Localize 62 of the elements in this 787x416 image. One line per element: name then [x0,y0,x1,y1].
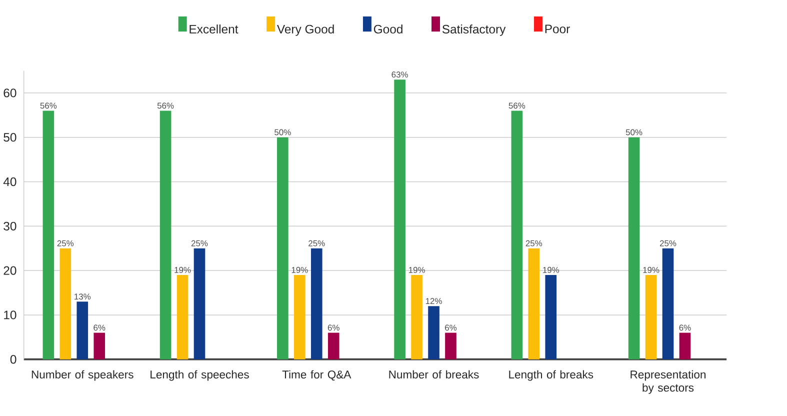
data-label: 56% [40,102,57,109]
bar [545,275,557,360]
x-tick-label: Length of breaks [509,370,594,381]
bar [310,248,322,360]
bar [445,332,456,360]
data-label: 56% [508,102,526,109]
bar [194,248,206,360]
bar [679,332,691,360]
bar [176,275,188,360]
data-label: 63% [392,72,408,78]
x-tick-label: Representation by sectors [630,370,706,394]
data-label: 6% [445,324,457,331]
x-tick-label: Number of breaks [389,370,479,379]
x-tick-label: Number of speakers [32,370,134,381]
x-tick-label: Time for Q&A [282,370,352,381]
data-label: 25% [308,240,325,246]
y-tick-label: 10 [4,310,16,320]
legend-label: Excellent [190,24,238,34]
x-tick-label: Length of speeches [150,370,249,381]
bar [42,110,54,360]
bar [528,248,540,360]
bar [628,137,640,360]
bar [294,275,306,360]
data-label: 50% [626,129,642,136]
data-label: 56% [157,102,174,109]
legend-label: Good [374,24,402,34]
y-tick-label: 50 [4,133,16,142]
y-tick-label: 60 [4,88,16,98]
data-label: 50% [274,129,291,136]
data-label: 6% [328,324,340,331]
bar [160,110,172,360]
data-label: 25% [191,240,208,246]
bar [394,80,406,360]
bar [411,275,422,360]
y-tick-label: 20 [4,266,16,275]
bar [76,302,88,360]
data-label: 19% [408,266,425,273]
data-label: 25% [660,240,676,246]
data-label: 13% [74,294,91,300]
bar [662,248,674,360]
data-label: 25% [526,240,542,246]
data-label: 19% [643,266,660,273]
y-tick-label: 30 [4,222,16,230]
bar [60,248,72,360]
data-label: 25% [57,240,74,246]
bar [645,275,657,360]
bar [328,332,340,360]
y-tick-label: 0 [10,355,16,364]
legend-label: Very Good [277,24,334,36]
legend-label: Satisfactory [442,24,506,36]
data-label: 19% [292,266,308,273]
data-label: 6% [94,324,106,331]
data-label: 19% [174,266,191,273]
legend-label: Poor [545,24,570,34]
data-label: 19% [543,266,560,273]
data-label: 6% [679,324,691,331]
y-tick-label: 40 [3,177,16,186]
data-label: 12% [426,298,442,304]
bar [94,332,106,360]
bar [428,306,440,360]
bar [277,137,288,360]
bar [511,110,523,360]
